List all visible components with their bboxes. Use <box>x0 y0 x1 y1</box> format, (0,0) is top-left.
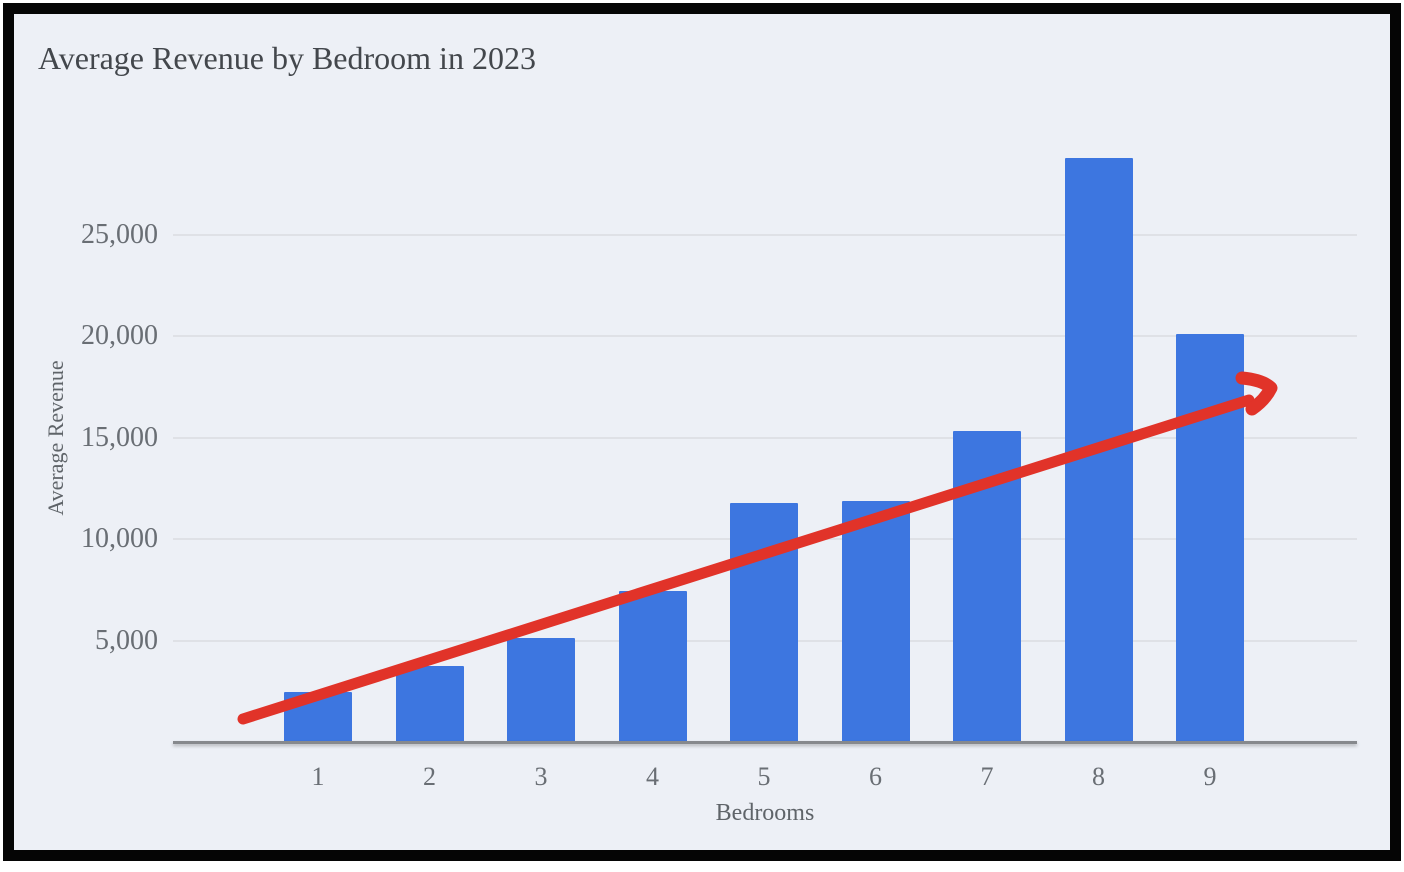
bar <box>1176 333 1244 742</box>
y-tick-label: 5,000 <box>95 624 158 656</box>
x-tick-label: 4 <box>646 762 659 791</box>
x-axis-title: Bedrooms <box>715 800 815 826</box>
y-tick-label: 10,000 <box>81 523 158 554</box>
bar <box>953 431 1021 742</box>
x-tick-label: 1 <box>311 762 325 791</box>
y-axis-title: Average Revenue <box>43 360 68 516</box>
x-tick-label: 8 <box>1092 762 1105 791</box>
bar <box>618 590 687 742</box>
x-tick-label: 9 <box>1203 762 1217 791</box>
x-tick-label: 2 <box>423 762 436 791</box>
y-tick-label: 15,000 <box>81 421 158 453</box>
y-gridline <box>173 335 1357 337</box>
x-tick-label: 5 <box>757 762 771 791</box>
x-tick-label: 7 <box>980 762 994 791</box>
chart-title: Average Revenue by Bedroom in 2023 <box>38 40 536 76</box>
y-tick-label: 25,000 <box>81 218 158 250</box>
y-tick-label: 20,000 <box>81 320 158 351</box>
x-axis-line <box>173 741 1357 744</box>
bar <box>507 638 575 742</box>
bar <box>284 692 352 742</box>
bar <box>1064 158 1133 742</box>
bar <box>841 501 910 742</box>
x-tick-label: 3 <box>534 762 548 791</box>
x-tick-label: 6 <box>869 762 882 791</box>
y-gridline <box>173 233 1357 236</box>
bar <box>730 503 798 742</box>
bar <box>395 665 464 742</box>
